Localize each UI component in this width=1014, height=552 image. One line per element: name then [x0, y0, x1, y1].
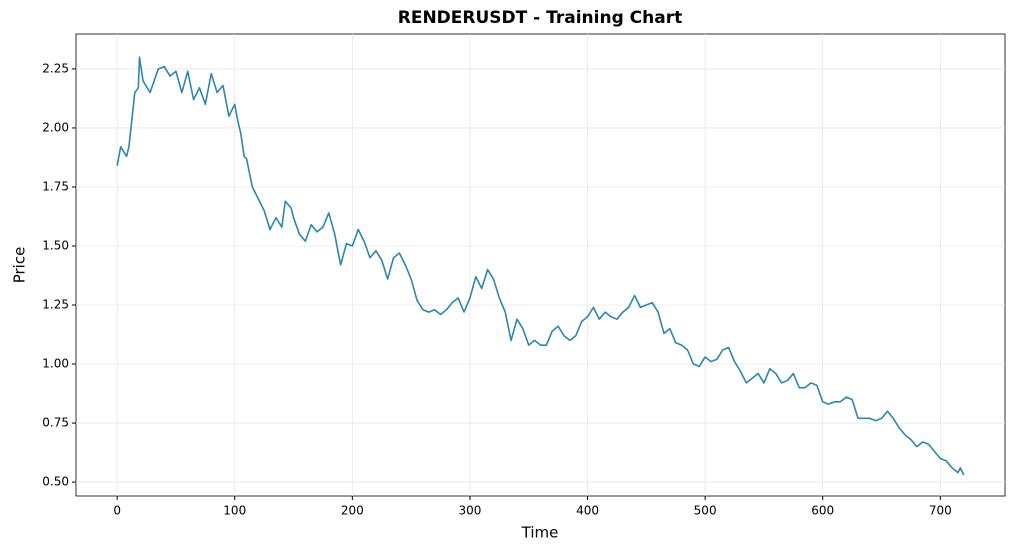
x-tick-label: 600	[811, 504, 834, 518]
plot-frame	[75, 33, 1006, 497]
y-tick-label: 0.75	[42, 416, 69, 430]
y-tick-label: 1.25	[42, 298, 69, 312]
x-tick-label: 500	[694, 504, 717, 518]
x-tick-label: 300	[458, 504, 481, 518]
x-tick-label: 200	[341, 504, 364, 518]
price-line	[116, 56, 965, 476]
y-tick-label: 1.75	[42, 179, 69, 193]
x-tick-label: 0	[113, 504, 121, 518]
y-tick-label: 1.00	[42, 357, 69, 371]
x-axis-label: Time	[521, 524, 559, 542]
y-tick-label: 2.25	[42, 61, 69, 75]
chart-title: RENDERUSDT - Training Chart	[398, 8, 682, 28]
x-tick-label: 100	[223, 504, 246, 518]
y-tick-label: 2.00	[42, 120, 69, 134]
y-axis-label: Price	[11, 247, 29, 284]
x-tick-label: 700	[929, 504, 952, 518]
y-tick-label: 1.50	[42, 238, 69, 252]
y-tick-label: 0.50	[42, 475, 69, 489]
x-tick-label: 400	[576, 504, 599, 518]
